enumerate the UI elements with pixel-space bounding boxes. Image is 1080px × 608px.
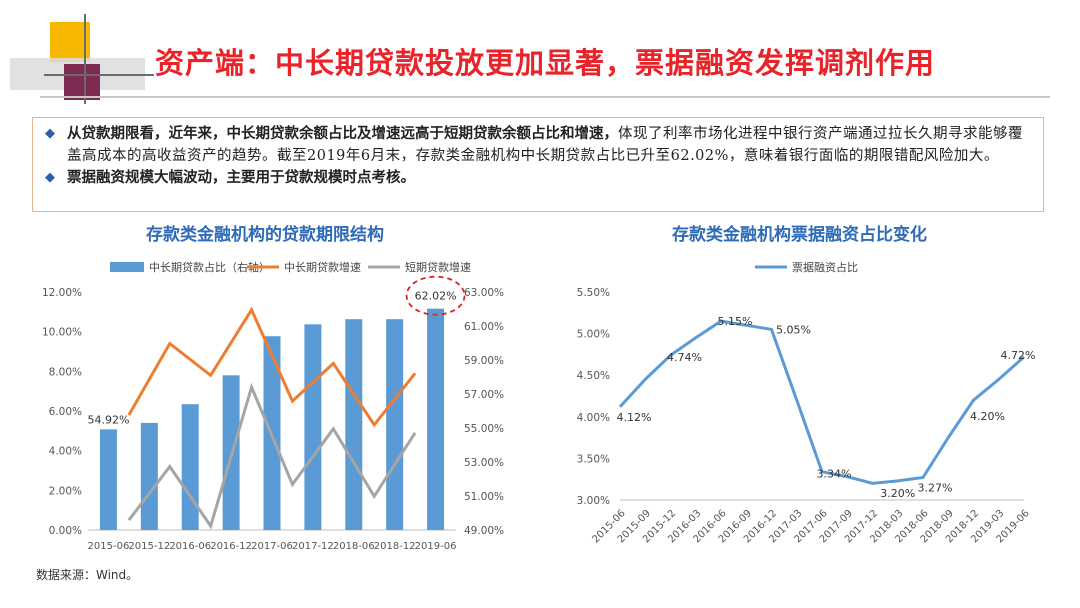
left-y-tick-label: 10.00%: [42, 327, 82, 339]
diamond-bullet-icon: ◆: [45, 170, 55, 185]
data-label: 5.15%: [718, 315, 753, 328]
y-tick-label: 5.50%: [577, 287, 610, 299]
decor-maroon-block: [64, 64, 100, 100]
bar: [181, 404, 199, 530]
legend-label: 中长期贷款增速: [284, 260, 361, 274]
line-long-term-growth: [127, 306, 417, 428]
bar: [99, 429, 117, 530]
x-tick-label: 2016-12: [210, 541, 252, 552]
x-tick-label: 2017-06: [251, 541, 293, 552]
data-label: 4.74%: [667, 351, 702, 364]
y-tick-label: 5.00%: [577, 329, 610, 341]
left-chart-title: 存款类金融机构的贷款期限结构: [146, 225, 384, 245]
diamond-bullet-icon: ◆: [45, 126, 55, 141]
x-tick-label: 2018-12: [374, 541, 416, 552]
right-chart-title: 存款类金融机构票据融资占比变化: [672, 225, 927, 245]
data-label: 5.05%: [776, 323, 811, 336]
bullet-bold-text: 从贷款期限看，近年来，中长期贷款余额占比及增速远高于短期贷款余额占比和增速，: [67, 126, 618, 142]
bar: [345, 319, 363, 530]
left-y-tick-label: 0.00%: [49, 525, 82, 537]
x-tick-label: 2015-06: [88, 541, 130, 552]
y-tick-label: 4.50%: [577, 370, 610, 382]
x-tick-label: 2017-12: [292, 541, 334, 552]
data-label: 4.20%: [970, 410, 1005, 423]
decor-horizontal-line: [44, 74, 154, 76]
data-label: 3.27%: [918, 482, 953, 495]
legend-label: 票据融资占比: [792, 260, 858, 274]
right-y-tick-label: 61.00%: [464, 321, 504, 333]
title-divider: [40, 96, 1050, 98]
y-tick-label: 4.00%: [577, 412, 610, 424]
left-y-tick-label: 6.00%: [49, 406, 82, 418]
right-y-tick-label: 49.00%: [464, 525, 504, 537]
x-tick-label: 2015-12: [128, 541, 170, 552]
x-tick-label: 2019-06: [415, 541, 457, 552]
summary-box: ◆ 从贷款期限看，近年来，中长期贷款余额占比及增速远高于短期贷款余额占比和增速，…: [32, 117, 1044, 212]
page-title: 资产端：中长期贷款投放更加显著，票据融资发挥调剂作用: [155, 46, 936, 80]
right-y-tick-label: 63.00%: [464, 287, 504, 299]
bullet-item: ◆ 票据融资规模大幅波动，主要用于贷款规模时点考核。: [43, 167, 1035, 189]
legend-label: 短期贷款增速: [405, 260, 471, 274]
right-y-tick-label: 59.00%: [464, 355, 504, 367]
bar: [304, 324, 322, 530]
data-label: 3.34%: [817, 468, 852, 481]
data-label: 62.02%: [415, 290, 457, 303]
right-y-tick-label: 51.00%: [464, 491, 504, 503]
left-y-tick-label: 2.00%: [49, 485, 82, 497]
data-label: 4.12%: [617, 411, 652, 424]
left-y-tick-label: 4.00%: [49, 446, 82, 458]
decor-vertical-line: [84, 14, 86, 104]
data-label: 3.20%: [880, 487, 915, 500]
left-y-tick-label: 12.00%: [42, 287, 82, 299]
y-tick-label: 3.00%: [577, 495, 610, 507]
right-y-tick-label: 57.00%: [464, 389, 504, 401]
bar: [427, 308, 445, 530]
line-short-term-growth: [127, 382, 417, 530]
right-y-tick-label: 53.00%: [464, 457, 504, 469]
bar: [140, 422, 158, 530]
right-y-tick-label: 55.00%: [464, 423, 504, 435]
y-tick-label: 3.50%: [577, 453, 610, 465]
bar: [386, 319, 404, 530]
decor-yellow-block: [50, 22, 90, 62]
x-tick-label: 2018-06: [333, 541, 375, 552]
line-bill-financing-ratio: [618, 319, 1025, 485]
data-source-note: 数据来源：Wind。: [36, 568, 139, 582]
data-label: 4.72%: [1001, 349, 1036, 362]
highlight-circle: [405, 275, 466, 316]
left-y-tick-label: 8.00%: [49, 366, 82, 378]
x-tick-label: 2016-06: [169, 541, 211, 552]
data-label: 54.92%: [87, 413, 129, 426]
legend-swatch-bar: [110, 262, 144, 272]
legend-label: 中长期贷款占比（右轴）: [149, 260, 270, 274]
bullet-detail-text: 体现了利率市场化进程中银行资产端通过拉长久期寻求能够覆盖高成本的高收益资产的趋势…: [67, 126, 1023, 164]
bullet-item: ◆ 从贷款期限看，近年来，中长期贷款余额占比及增速远高于短期贷款余额占比和增速，…: [43, 123, 1035, 167]
bullet-bold-text: 票据融资规模大幅波动，主要用于贷款规模时点考核。: [67, 170, 415, 186]
